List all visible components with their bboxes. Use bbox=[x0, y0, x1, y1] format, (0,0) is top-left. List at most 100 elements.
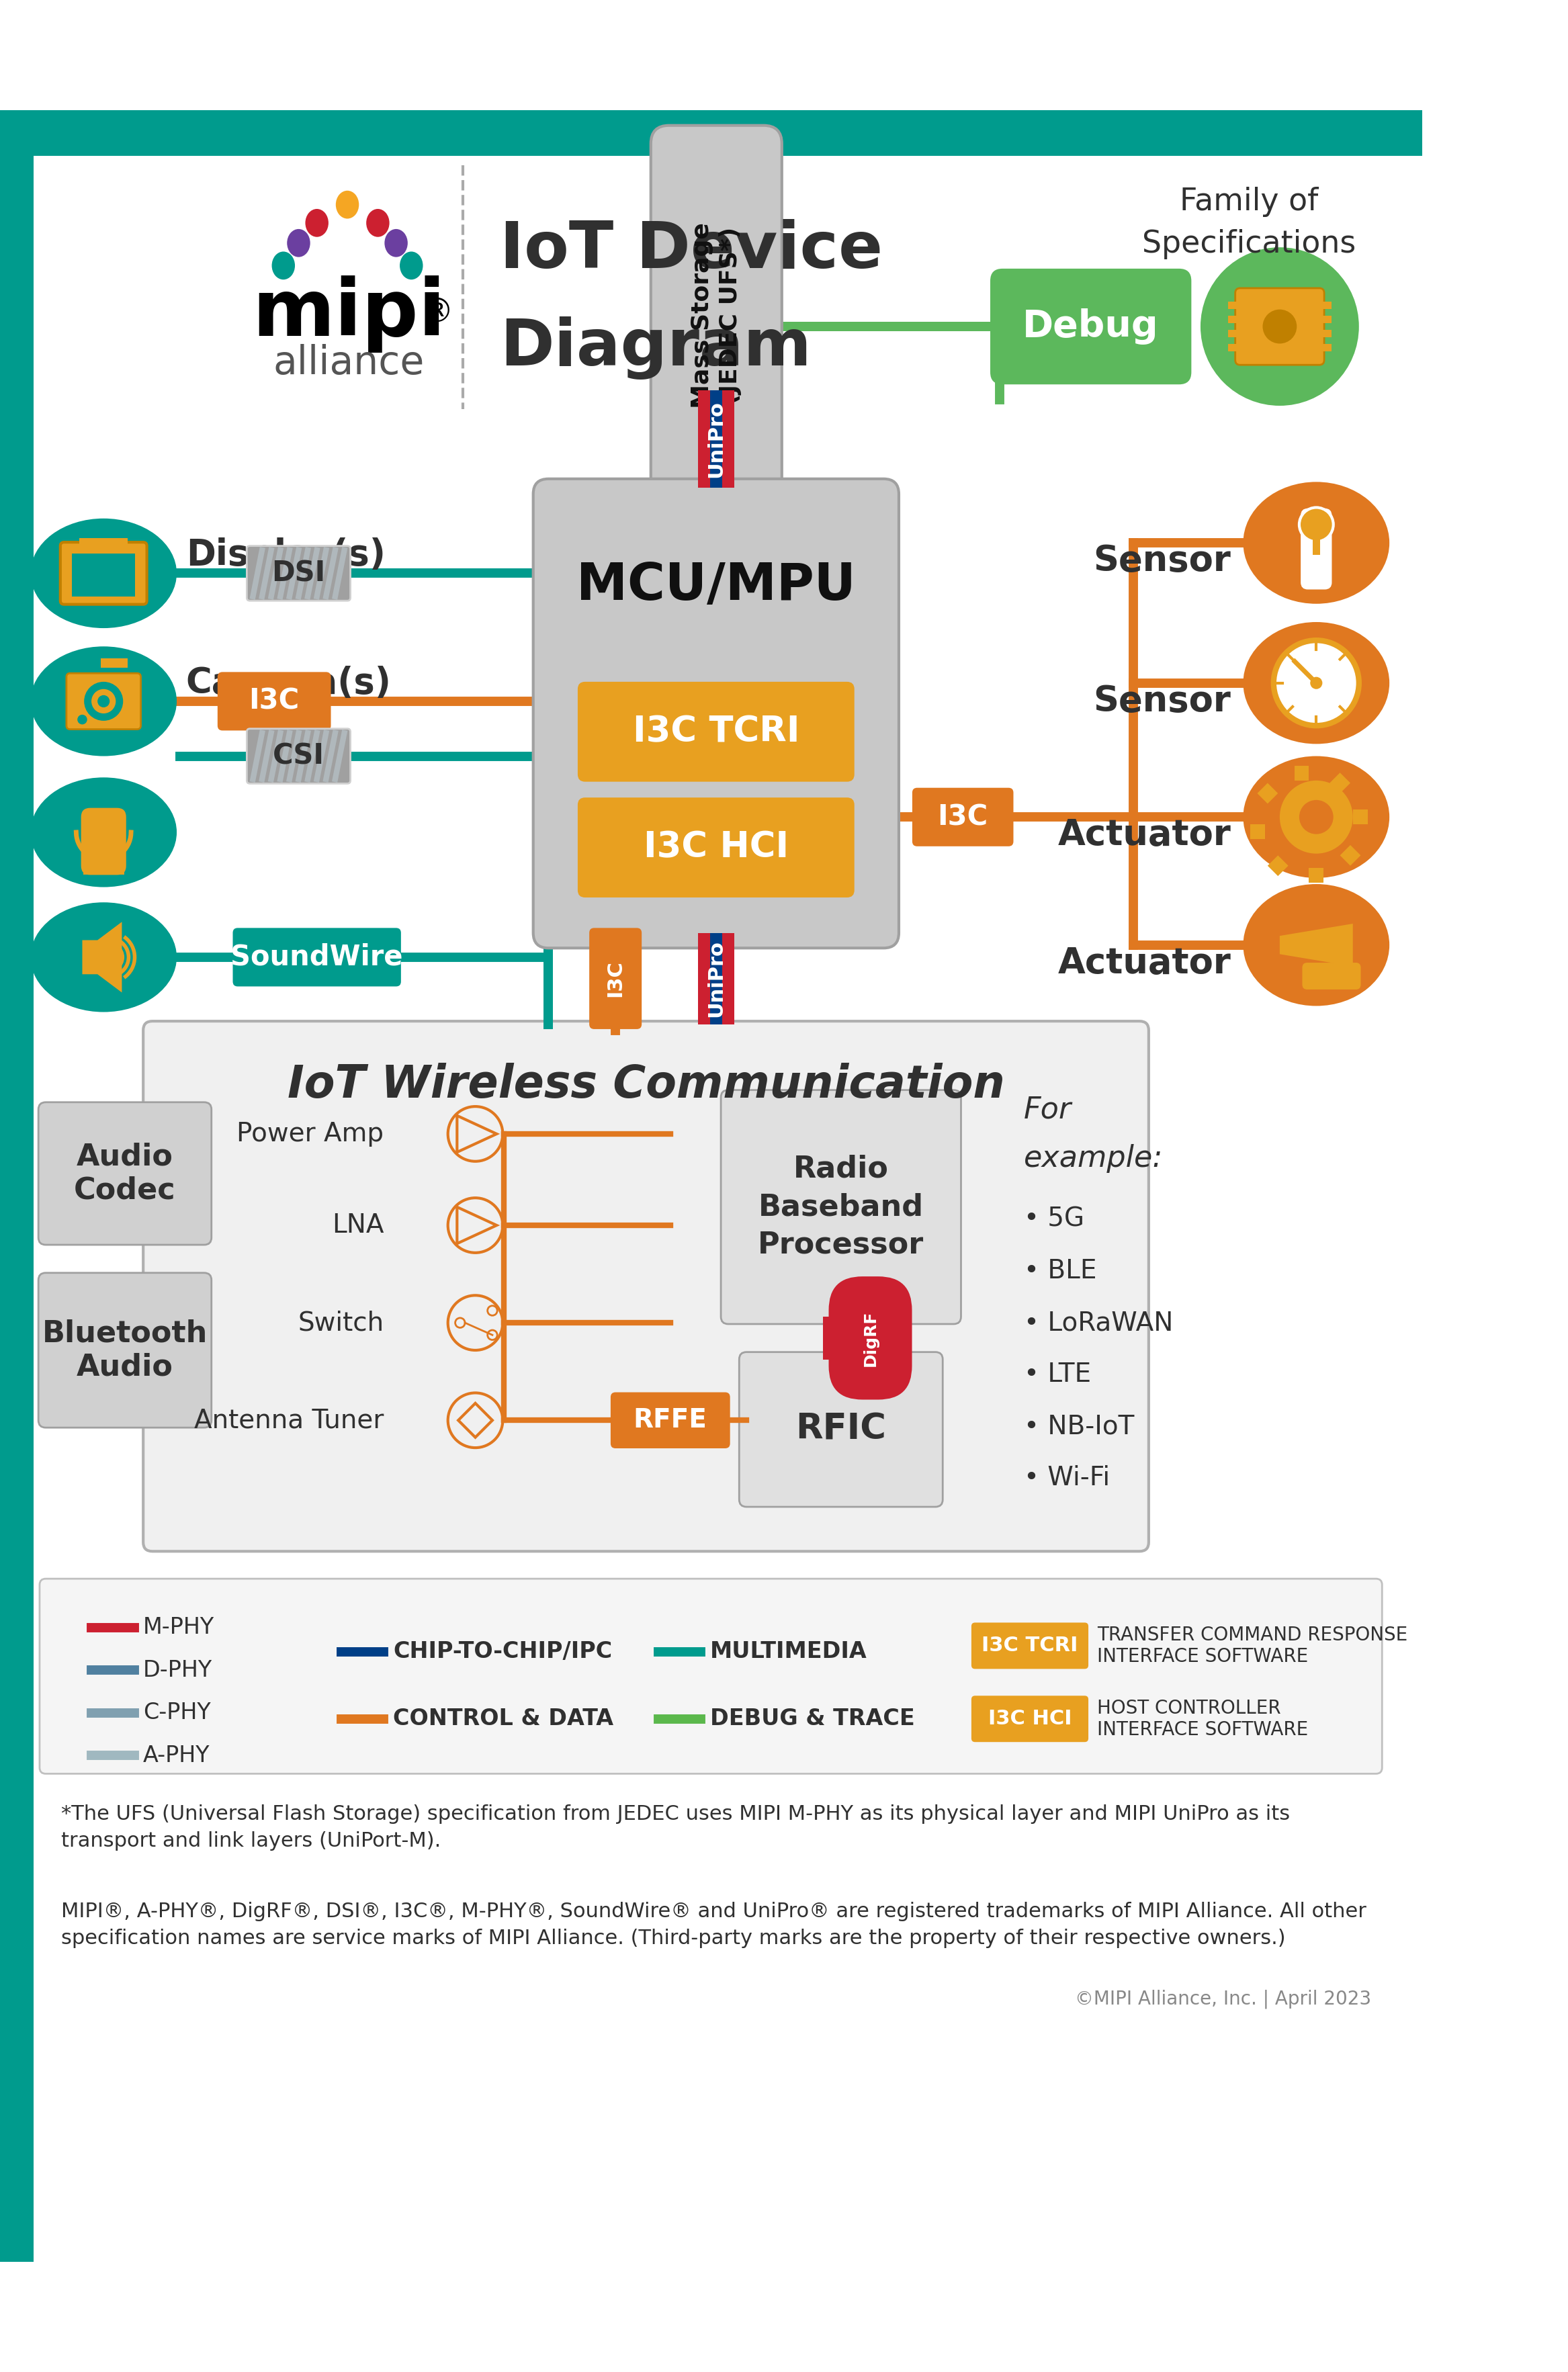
Ellipse shape bbox=[306, 209, 328, 237]
Circle shape bbox=[97, 695, 110, 707]
Text: RFFE: RFFE bbox=[633, 1407, 707, 1433]
Text: I3C TCRI: I3C TCRI bbox=[982, 1637, 1079, 1656]
Ellipse shape bbox=[384, 230, 408, 256]
Text: MCU/MPU: MCU/MPU bbox=[577, 560, 856, 610]
FancyBboxPatch shape bbox=[246, 546, 350, 600]
Circle shape bbox=[1311, 676, 1322, 690]
Text: C-PHY: C-PHY bbox=[143, 1701, 210, 1724]
FancyBboxPatch shape bbox=[72, 553, 135, 595]
Bar bbox=[723, 932, 734, 1025]
Circle shape bbox=[1201, 247, 1359, 406]
FancyBboxPatch shape bbox=[971, 1622, 1088, 1670]
Bar bbox=[1319, 330, 1331, 337]
Text: *The UFS (Universal Flash Storage) specification from JEDEC uses MIPI M-PHY as i: *The UFS (Universal Flash Storage) speci… bbox=[61, 1805, 1290, 1850]
Bar bbox=[1258, 783, 1278, 804]
Text: I3C: I3C bbox=[938, 804, 988, 830]
Polygon shape bbox=[82, 923, 122, 991]
Text: UniPro: UniPro bbox=[706, 939, 726, 1018]
Circle shape bbox=[77, 714, 88, 723]
FancyBboxPatch shape bbox=[1303, 963, 1361, 989]
Text: Power Amp: Power Amp bbox=[237, 1122, 384, 1146]
FancyBboxPatch shape bbox=[60, 543, 147, 605]
Text: I3C: I3C bbox=[249, 688, 299, 716]
Circle shape bbox=[1279, 780, 1353, 854]
Text: Bluetooth
Audio: Bluetooth Audio bbox=[42, 1319, 207, 1381]
Bar bbox=[847, 1316, 859, 1359]
FancyBboxPatch shape bbox=[38, 1274, 212, 1428]
Text: ®: ® bbox=[420, 296, 453, 327]
FancyBboxPatch shape bbox=[577, 797, 855, 897]
FancyBboxPatch shape bbox=[38, 1103, 212, 1245]
Text: Actuator: Actuator bbox=[1058, 946, 1231, 980]
FancyBboxPatch shape bbox=[991, 268, 1192, 384]
Text: HOST CONTROLLER
INTERFACE SOFTWARE: HOST CONTROLLER INTERFACE SOFTWARE bbox=[1098, 1698, 1308, 1739]
Circle shape bbox=[91, 690, 116, 714]
Text: I3C HCI: I3C HCI bbox=[643, 830, 789, 866]
Text: • LoRaWAN: • LoRaWAN bbox=[1024, 1309, 1173, 1335]
Ellipse shape bbox=[271, 251, 295, 280]
Text: A-PHY: A-PHY bbox=[143, 1743, 210, 1767]
Bar bbox=[698, 932, 710, 1025]
Bar bbox=[80, 538, 129, 543]
FancyBboxPatch shape bbox=[39, 1580, 1381, 1774]
Text: CSI: CSI bbox=[273, 742, 325, 771]
Text: CHIP-TO-CHIP/IPC: CHIP-TO-CHIP/IPC bbox=[394, 1641, 612, 1663]
FancyBboxPatch shape bbox=[143, 1022, 1149, 1551]
Bar bbox=[1309, 868, 1323, 882]
Text: Family of: Family of bbox=[1181, 187, 1319, 216]
Bar bbox=[1341, 844, 1361, 866]
Bar bbox=[710, 391, 723, 489]
Ellipse shape bbox=[1243, 482, 1389, 605]
Text: Radio
Baseband
Processor: Radio Baseband Processor bbox=[757, 1155, 924, 1260]
FancyBboxPatch shape bbox=[739, 1352, 942, 1506]
Ellipse shape bbox=[30, 648, 177, 757]
Ellipse shape bbox=[367, 209, 389, 237]
Text: Sensor: Sensor bbox=[1093, 683, 1231, 719]
FancyBboxPatch shape bbox=[1236, 287, 1325, 365]
Text: MIPI®, A-PHY®, DigRF®, DSI®, I3C®, M-PHY®, SoundWire® and UniPro® are registered: MIPI®, A-PHY®, DigRF®, DSI®, I3C®, M-PHY… bbox=[61, 1902, 1366, 1947]
Text: • NB-IoT: • NB-IoT bbox=[1024, 1414, 1134, 1440]
Text: D-PHY: D-PHY bbox=[143, 1658, 213, 1682]
Bar bbox=[710, 932, 723, 1025]
Polygon shape bbox=[1279, 923, 1353, 965]
Text: UniPro: UniPro bbox=[706, 401, 726, 477]
Text: • BLE: • BLE bbox=[1024, 1257, 1096, 1283]
Bar bbox=[698, 391, 710, 489]
Text: LNA: LNA bbox=[332, 1212, 384, 1238]
Text: Sensor: Sensor bbox=[1093, 543, 1231, 579]
Text: Mass Storage
(JEDEC UFS*): Mass Storage (JEDEC UFS*) bbox=[690, 223, 742, 408]
FancyBboxPatch shape bbox=[590, 927, 641, 1029]
Ellipse shape bbox=[400, 251, 423, 280]
Text: RFIC: RFIC bbox=[795, 1411, 886, 1447]
FancyBboxPatch shape bbox=[218, 671, 331, 731]
Circle shape bbox=[1300, 799, 1333, 835]
Text: Switch: Switch bbox=[298, 1309, 384, 1335]
FancyBboxPatch shape bbox=[66, 674, 141, 728]
Bar bbox=[0, 109, 1422, 157]
FancyBboxPatch shape bbox=[610, 1392, 731, 1449]
Text: • 5G: • 5G bbox=[1024, 1207, 1085, 1231]
FancyBboxPatch shape bbox=[913, 788, 1013, 847]
Text: ©MIPI Alliance, Inc. | April 2023: ©MIPI Alliance, Inc. | April 2023 bbox=[1074, 1990, 1370, 2009]
Text: I3C TCRI: I3C TCRI bbox=[632, 714, 800, 750]
Text: IoT Device: IoT Device bbox=[500, 218, 883, 282]
Bar bbox=[91, 541, 116, 555]
Text: IoT Wireless Communication: IoT Wireless Communication bbox=[287, 1063, 1005, 1108]
Text: DEBUG & TRACE: DEBUG & TRACE bbox=[710, 1708, 914, 1729]
Circle shape bbox=[1300, 508, 1333, 541]
Bar bbox=[1319, 315, 1331, 323]
Text: Camera(s): Camera(s) bbox=[187, 667, 392, 700]
Bar bbox=[1319, 344, 1331, 351]
Ellipse shape bbox=[30, 778, 177, 887]
Text: I3C HCI: I3C HCI bbox=[988, 1710, 1071, 1729]
Bar bbox=[1228, 344, 1240, 351]
Text: Debug: Debug bbox=[1022, 308, 1159, 344]
FancyBboxPatch shape bbox=[82, 809, 125, 875]
Bar bbox=[1319, 301, 1331, 308]
Bar bbox=[1353, 809, 1367, 825]
FancyBboxPatch shape bbox=[533, 479, 898, 949]
Ellipse shape bbox=[30, 901, 177, 1013]
Text: DSI: DSI bbox=[271, 560, 326, 588]
Text: Diagram: Diagram bbox=[500, 315, 811, 380]
Bar bbox=[823, 1316, 834, 1359]
